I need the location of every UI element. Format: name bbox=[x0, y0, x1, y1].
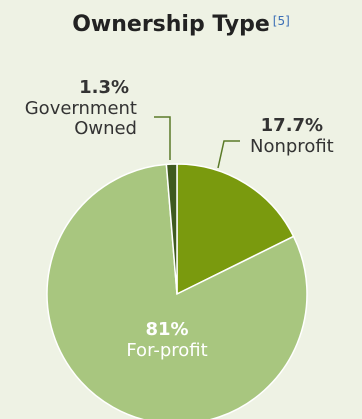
nonprofit-slice-label: 17.7% Nonprofit bbox=[250, 115, 334, 157]
reference-link[interactable]: [5] bbox=[272, 13, 290, 28]
for-profit-slice-label: 81% For-profit bbox=[117, 319, 217, 361]
chart-title-wrap: Ownership Type [5] bbox=[0, 12, 362, 37]
nonprofit-name: Nonprofit bbox=[250, 135, 334, 157]
nonprofit-leader-line bbox=[217, 140, 240, 169]
government-slice-label: 1.3% Government Owned bbox=[0, 77, 137, 140]
for-profit-name: For-profit bbox=[126, 339, 208, 361]
nonprofit-percent: 17.7% bbox=[260, 115, 324, 136]
government-percent: 1.3% bbox=[79, 77, 129, 98]
pie-slice-nonprofit bbox=[176, 163, 295, 296]
government-name: Government Owned bbox=[24, 97, 137, 140]
government-leader-line bbox=[154, 116, 171, 160]
pie-slice-government-owned bbox=[165, 163, 178, 295]
pie-slice-for-profit bbox=[46, 163, 308, 419]
chart-title: Ownership Type bbox=[72, 12, 270, 37]
for-profit-percent: 81% bbox=[145, 319, 189, 340]
